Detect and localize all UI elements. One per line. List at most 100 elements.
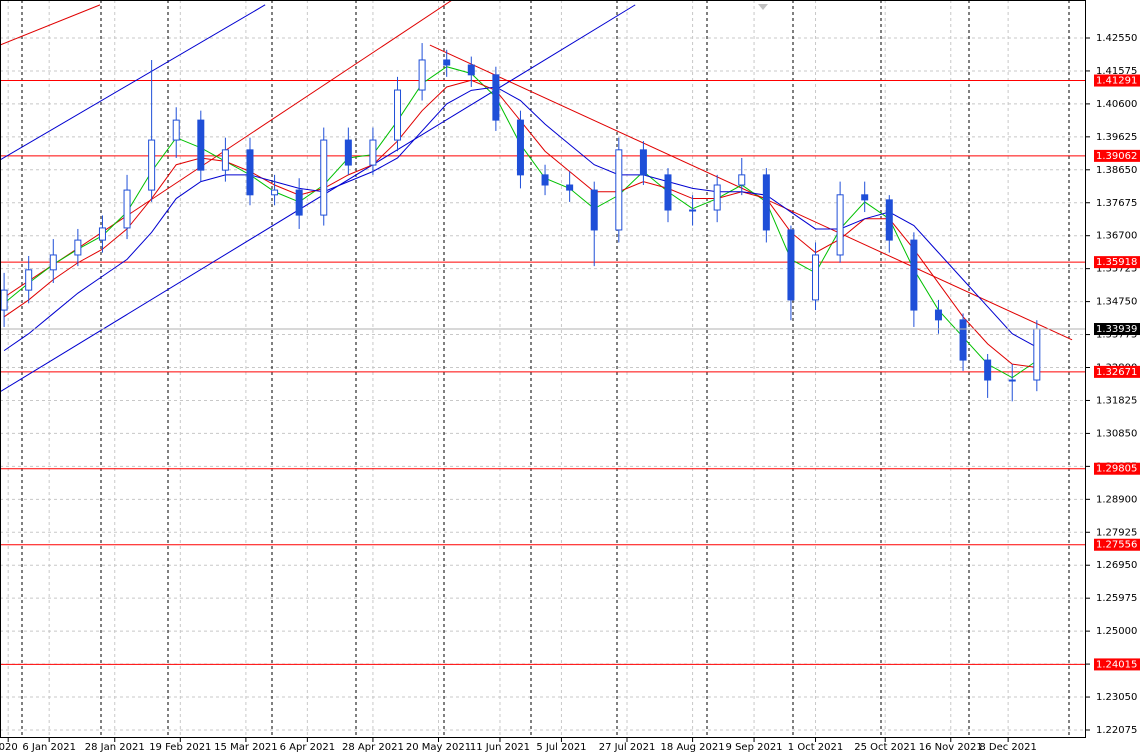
level-label: 1.41291 xyxy=(1096,76,1137,87)
y-tick-label: 1.27925 xyxy=(1096,527,1137,538)
candle-body xyxy=(74,239,82,256)
candle-body xyxy=(197,119,205,171)
y-tick-label: 1.23050 xyxy=(1096,692,1137,703)
x-tick-label: 19 Feb 2021 xyxy=(149,742,211,753)
candle-body xyxy=(271,189,279,196)
x-tick-label: 28 Jan 2021 xyxy=(85,742,145,753)
candle-body xyxy=(664,174,672,211)
candle-body xyxy=(344,139,352,166)
candle-body xyxy=(738,174,746,186)
candle-body xyxy=(492,74,500,121)
level-label-box xyxy=(1094,256,1140,269)
moving-average xyxy=(3,86,1038,352)
candle-body xyxy=(762,174,770,231)
y-tick-label: 1.26950 xyxy=(1096,560,1137,571)
x-tick-label: 9 Sep 2021 xyxy=(726,742,783,753)
y-tick-label: 1.41575 xyxy=(1096,66,1137,77)
candle-body xyxy=(984,359,992,381)
candle-body xyxy=(246,149,254,196)
level-label: 1.39062 xyxy=(1096,151,1137,162)
level-label-box xyxy=(1094,149,1140,162)
y-tick-label: 1.31825 xyxy=(1096,395,1137,406)
candle-body xyxy=(25,269,33,291)
y-tick-label: 1.28900 xyxy=(1096,494,1137,505)
candle-body xyxy=(49,254,57,271)
candle-body xyxy=(541,174,549,186)
x-tick-label: 20 May 2021 xyxy=(406,742,471,753)
x-tick-label: 8 Dec 2021 xyxy=(979,742,1037,753)
trendline xyxy=(0,4,266,161)
x-tick-label: 1 Oct 2021 xyxy=(788,742,843,753)
candle-body xyxy=(369,139,377,166)
x-tick-label: 6 Jan 2021 xyxy=(22,742,76,753)
candle-body xyxy=(467,64,475,76)
candle-body xyxy=(295,189,303,216)
x-tick-label: 18 Aug 2021 xyxy=(661,742,725,753)
level-label: 1.35918 xyxy=(1096,257,1137,268)
x-tick-label: 15 Mar 2021 xyxy=(214,742,277,753)
y-tick-label: 1.36700 xyxy=(1096,231,1137,242)
x-tick-label: 5 Jul 2021 xyxy=(536,742,586,753)
y-tick-label: 1.22075 xyxy=(1096,725,1137,736)
candle-body xyxy=(443,59,451,66)
level-label-box xyxy=(1094,462,1140,475)
candle-body xyxy=(0,289,8,311)
level-label: 1.27556 xyxy=(1096,540,1137,551)
y-tick-label: 1.34750 xyxy=(1096,297,1137,308)
candle-body xyxy=(787,229,795,301)
scroll-marker xyxy=(758,4,768,10)
candle-body xyxy=(148,139,156,191)
last-price-label: 1.33939 xyxy=(1096,324,1137,335)
level-label: 1.24015 xyxy=(1096,659,1137,670)
level-label-box xyxy=(1094,74,1140,87)
plot-frame xyxy=(0,0,1086,738)
trendline xyxy=(0,4,101,46)
last-price-box xyxy=(1094,323,1140,336)
x-tick-label: 16 Nov 2021 xyxy=(919,742,983,753)
candle-body xyxy=(885,199,893,241)
candle-body xyxy=(812,254,820,301)
candle-body xyxy=(689,209,697,212)
trendline xyxy=(429,44,1073,341)
candle-body xyxy=(394,89,402,141)
candle-body xyxy=(123,189,131,229)
candle-body xyxy=(959,319,967,361)
y-tick-label: 1.39625 xyxy=(1096,132,1137,143)
candle-body xyxy=(639,149,647,176)
y-tick-label: 1.25000 xyxy=(1096,626,1137,637)
candle-body xyxy=(516,119,524,176)
level-label-box xyxy=(1094,365,1140,378)
level-label-box xyxy=(1094,658,1140,671)
candle-body xyxy=(1033,328,1041,381)
candle-body xyxy=(713,184,721,211)
candle-body xyxy=(836,194,844,256)
level-label: 1.29805 xyxy=(1096,464,1137,475)
trendline xyxy=(0,4,636,393)
y-tick-label: 1.30850 xyxy=(1096,428,1137,439)
y-tick-label: 1.35725 xyxy=(1096,264,1137,275)
candle-body xyxy=(172,119,180,141)
candle-body xyxy=(590,189,598,231)
x-tick-label: 11 Jun 2021 xyxy=(470,742,530,753)
y-tick-label: 1.38650 xyxy=(1096,165,1137,176)
y-tick-label: 1.42550 xyxy=(1096,33,1137,44)
candle-body xyxy=(1008,379,1016,382)
x-tick-label: 27 Jul 2021 xyxy=(599,742,656,753)
y-tick-label: 1.40600 xyxy=(1096,99,1137,110)
x-tick-label: 28 Apr 2021 xyxy=(342,742,404,753)
x-tick-label: 6 Apr 2021 xyxy=(280,742,335,753)
level-label: 1.32671 xyxy=(1096,367,1137,378)
candle-body xyxy=(221,149,229,171)
candle-body xyxy=(98,227,106,241)
candle-body xyxy=(910,239,918,311)
y-tick-label: 1.33775 xyxy=(1096,330,1137,341)
level-label-box xyxy=(1094,538,1140,551)
x-tick-label: 25 Oct 2021 xyxy=(854,742,916,753)
candle-body xyxy=(566,184,574,191)
candle-body xyxy=(861,194,869,201)
y-tick-label: 1.25975 xyxy=(1096,593,1137,604)
candle-body xyxy=(418,59,426,91)
y-tick-label: 1.37675 xyxy=(1096,198,1137,209)
